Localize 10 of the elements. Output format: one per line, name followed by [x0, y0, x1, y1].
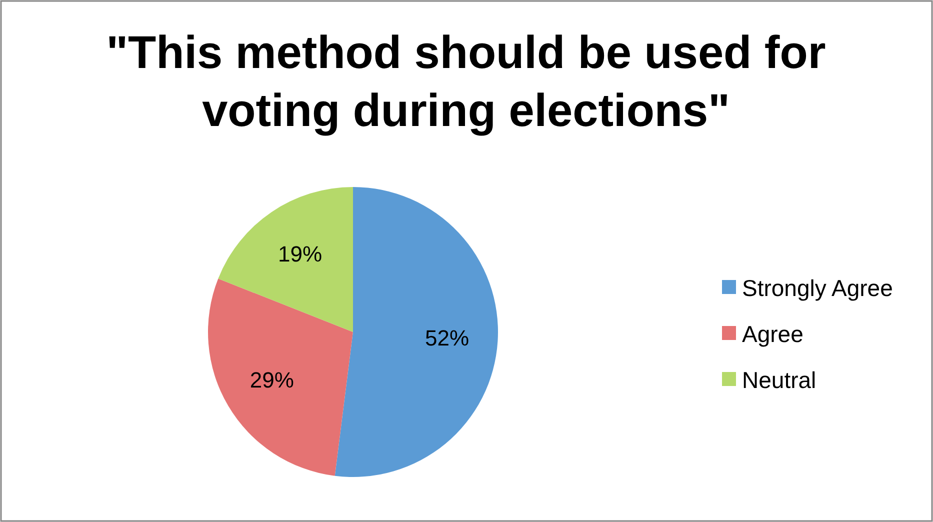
legend-label: Strongly Agree — [742, 275, 893, 301]
chart-title: "This method should be used for voting during elections" — [106, 26, 826, 136]
pie-slice — [218, 187, 353, 332]
data-label: 52% — [425, 325, 470, 350]
legend-label: Agree — [742, 321, 804, 347]
pie-slice — [208, 278, 353, 476]
legend-label: Neutral — [742, 367, 816, 393]
data-label: 19% — [278, 242, 322, 267]
pie-slice — [334, 187, 498, 477]
data-label: 29% — [250, 367, 294, 392]
